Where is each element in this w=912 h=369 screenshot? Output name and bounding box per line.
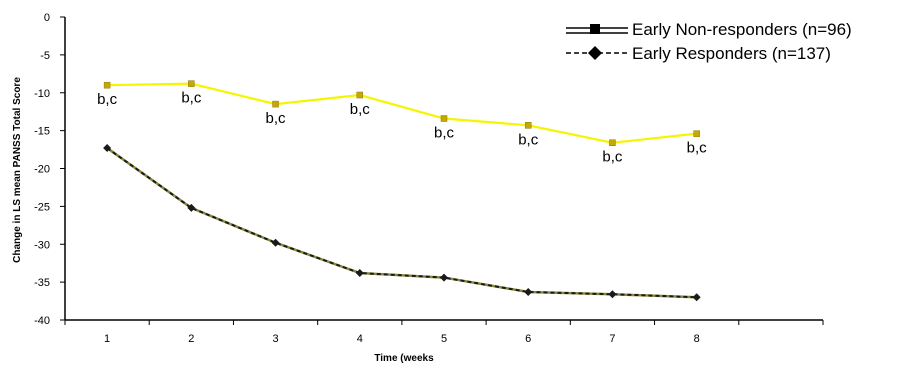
y-axis-title: Change in LS mean PANSS Total Score	[12, 77, 23, 263]
legend-label: Early Responders (n=137)	[632, 44, 831, 63]
x-tick-label: 4	[357, 333, 363, 345]
y-axis-ticks: 0 -5 -10 -15 -20 -25 -30 -35 -40	[34, 12, 65, 327]
x-tick-label: 1	[104, 333, 110, 345]
significance-annotation: b,c	[434, 125, 455, 142]
y-tick-label: -20	[34, 164, 50, 176]
x-tick-label: 7	[609, 333, 615, 345]
legend-item-non-responders: Early Non-responders (n=96)	[566, 20, 852, 39]
y-tick-label: -25	[34, 201, 50, 213]
series-line-early-responders-base	[106, 147, 697, 299]
data-point-early-non-responders	[440, 115, 448, 122]
data-point-early-non-responders	[609, 139, 616, 146]
data-point-early-non-responders	[188, 80, 195, 87]
significance-annotation: b,c	[602, 149, 623, 166]
significance-annotation: b,c	[97, 91, 118, 108]
y-tick-label: -10	[34, 88, 50, 100]
data-point-early-responders	[440, 273, 448, 282]
series-layer	[103, 80, 701, 302]
significance-annotation: b,c	[266, 110, 287, 127]
legend: Early Non-responders (n=96) Early Respon…	[566, 20, 852, 63]
data-point-early-responders	[524, 287, 533, 296]
square-marker-icon	[590, 24, 600, 34]
x-tick-label: 2	[188, 333, 194, 345]
data-point-early-responders	[187, 203, 196, 212]
x-axis-title: Time (weeks	[374, 353, 434, 364]
x-tick-label: 5	[441, 333, 447, 345]
data-point-early-non-responders	[524, 122, 532, 129]
significance-annotation: b,c	[350, 101, 371, 118]
x-axis-ticks: 1 2 3 4 5 6 7 8	[64, 320, 824, 345]
diamond-marker-icon	[588, 46, 602, 60]
data-point-early-responders	[103, 144, 112, 153]
significance-annotation: b,c	[518, 131, 539, 148]
data-point-early-responders	[355, 269, 364, 278]
x-tick-label: 3	[272, 333, 278, 345]
data-point-early-non-responders	[103, 81, 111, 89]
y-tick-label: 0	[44, 12, 50, 24]
data-point-early-responders	[608, 290, 617, 299]
x-tick-label: 6	[525, 333, 531, 345]
y-tick-label: -5	[40, 50, 50, 62]
legend-item-responders: Early Responders (n=137)	[566, 44, 831, 63]
data-point-early-responders	[692, 293, 701, 302]
y-tick-label: -40	[34, 315, 50, 327]
significance-annotation: b,c	[181, 90, 202, 107]
data-point-early-non-responders	[272, 100, 279, 108]
data-point-early-non-responders	[693, 130, 700, 137]
y-tick-label: -30	[34, 239, 50, 251]
data-point-early-responders	[271, 238, 280, 247]
series-line-early-non-responders	[107, 82, 697, 144]
y-tick-label: -35	[34, 277, 50, 289]
legend-label: Early Non-responders (n=96)	[632, 20, 852, 39]
annotations: b,c b,c b,c b,c b,c b,c b,c b,c	[97, 90, 707, 166]
data-point-early-non-responders	[356, 91, 364, 99]
x-tick-label: 8	[694, 333, 700, 345]
significance-annotation: b,c	[687, 140, 708, 157]
y-tick-label: -15	[34, 126, 50, 138]
